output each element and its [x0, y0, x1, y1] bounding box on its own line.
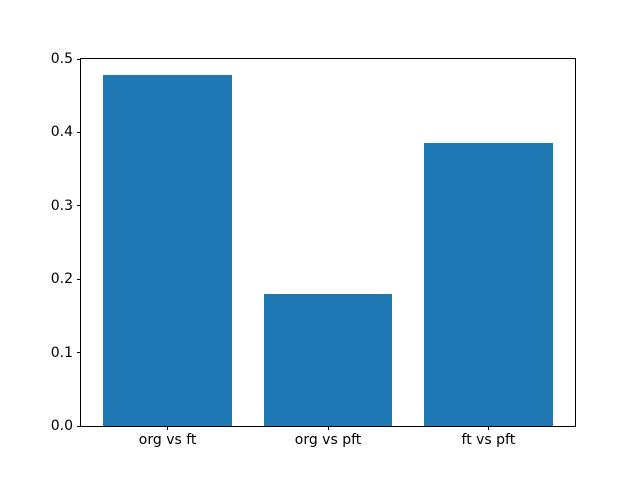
x-tick-label: org vs ft	[138, 432, 197, 448]
y-tick-label: 0.5	[50, 51, 73, 67]
x-tick-label: org vs pft	[294, 432, 362, 448]
y-tick-mark	[77, 131, 81, 133]
x-tick-label: ft vs pft	[461, 432, 516, 448]
y-tick-label: 0.3	[50, 197, 73, 214]
y-tick-label: 0.2	[50, 271, 73, 288]
x-tick-mark	[167, 426, 169, 430]
bar-org-vs-ft	[103, 75, 232, 426]
y-tick-mark	[77, 352, 81, 354]
x-tick-mark	[487, 426, 489, 430]
bar-org-vs-pft	[263, 293, 393, 426]
y-tick-mark	[77, 205, 81, 207]
y-tick-mark	[77, 425, 81, 427]
y-tick-mark	[77, 58, 81, 60]
y-tick-label: 0.1	[50, 344, 73, 361]
y-tick-label: 0.0	[50, 418, 73, 434]
x-tick-mark	[327, 426, 329, 430]
y-tick-label: 0.4	[50, 124, 73, 141]
y-tick-mark	[77, 278, 81, 280]
plot-area: org vs ft org vs pft ft vs pft 0.0 0.1 0.2 0.3…	[51, 52, 576, 447]
bar-ft-vs-pft	[424, 143, 553, 426]
